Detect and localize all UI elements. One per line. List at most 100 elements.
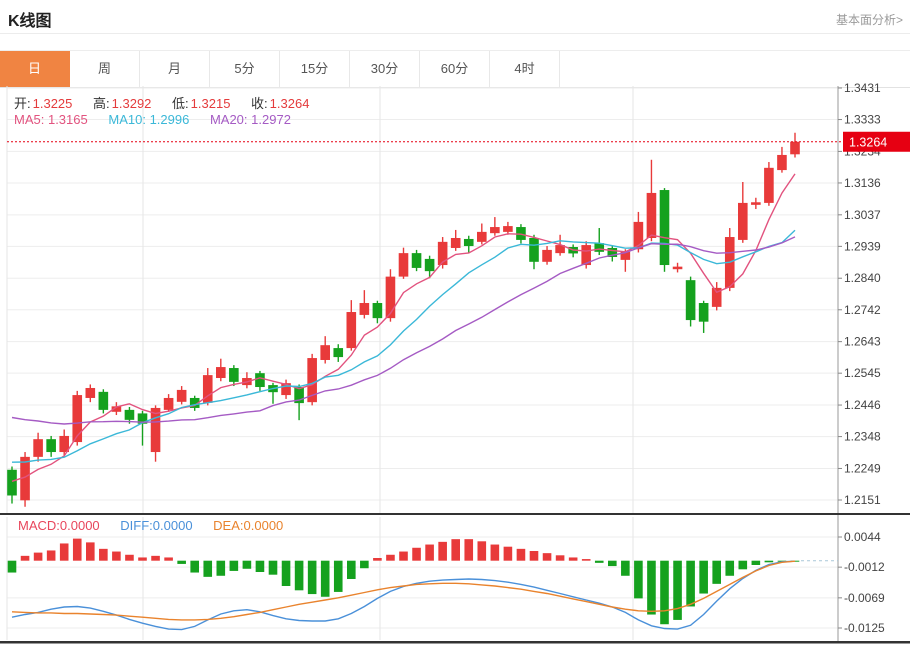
macd-bar (203, 560, 213, 577)
candle (659, 190, 670, 266)
tab-4hour[interactable]: 4时 (490, 51, 560, 87)
ma5-line (11, 173, 796, 482)
macd-bar (86, 542, 95, 561)
candle (59, 435, 69, 453)
candle (398, 253, 409, 277)
dea-value: DEA:0.0000 (213, 518, 284, 533)
macd-bar (412, 547, 421, 561)
candle (411, 253, 422, 268)
macd-bar (477, 541, 487, 561)
macd-bar (46, 550, 56, 561)
axis-label: 1.2545 (844, 366, 881, 380)
tab-month[interactable]: 月 (140, 51, 210, 87)
candle (620, 251, 631, 260)
macd-bar (529, 551, 539, 561)
candle (307, 358, 317, 403)
panel-separator (0, 641, 910, 644)
macd-bar (634, 560, 643, 599)
ma5-value: MA5: 1.3165 (14, 112, 88, 127)
macd-bar (307, 560, 317, 595)
candle (372, 303, 383, 319)
tab-30min[interactable]: 30分 (350, 51, 420, 87)
macd-bar (621, 560, 630, 576)
tab-60min[interactable]: 60分 (420, 51, 490, 87)
high-value: 高: 1.3292 (93, 96, 152, 111)
macd-bar (360, 560, 369, 569)
tab-15min[interactable]: 15分 (280, 51, 350, 87)
macd-bar (608, 560, 617, 567)
macd-bar (451, 539, 460, 561)
macd-bar (33, 552, 43, 561)
macd-bar (229, 560, 239, 571)
candle (738, 202, 748, 240)
macd-bar (425, 544, 434, 561)
candle (72, 395, 83, 443)
macd-bar (399, 551, 408, 561)
candle (124, 409, 135, 420)
page-title: K线图 (8, 13, 52, 30)
macd-bar (112, 551, 121, 561)
candle (98, 391, 109, 410)
macd-bar (151, 555, 160, 561)
candle (176, 389, 187, 402)
macd-bar (751, 560, 761, 565)
macd-bar (660, 560, 669, 625)
axis-label: 1.2643 (844, 335, 881, 349)
candle (229, 368, 239, 382)
candle (346, 312, 357, 349)
macd-bar (490, 544, 500, 561)
axis-label: -0.0069 (844, 591, 885, 605)
candle (20, 456, 30, 501)
tab-5min[interactable]: 5分 (210, 51, 280, 87)
macd-bar (320, 560, 330, 597)
candle (33, 439, 43, 457)
candle (320, 345, 330, 360)
macd-bar (555, 555, 565, 561)
candle (163, 397, 174, 410)
axis-label: 1.3333 (844, 113, 881, 127)
timeframe-tabs: 日 周 月 5分 15分 30分 60分 4时 (0, 50, 910, 88)
macd-bar (333, 560, 343, 592)
candle (255, 373, 265, 388)
macd-bar (647, 560, 656, 615)
macd-value: MACD:0.0000 (18, 518, 100, 533)
ma20-value: MA20: 1.2972 (209, 112, 291, 127)
candle (529, 237, 539, 262)
candle (685, 280, 696, 321)
macd-bar (281, 560, 291, 586)
candle (711, 287, 722, 307)
ma20-line (11, 236, 796, 425)
tab-week[interactable]: 周 (70, 51, 140, 87)
candle (790, 141, 800, 155)
candle (463, 238, 474, 247)
macd-bar (673, 560, 682, 620)
candle (359, 303, 370, 315)
candle (751, 202, 761, 205)
macd-bar (568, 557, 578, 561)
macd-bar (347, 560, 356, 579)
open-value: 开: 1.3225 (14, 96, 73, 111)
fundamental-analysis-link[interactable]: 基本面分析> (835, 13, 903, 27)
candle (85, 387, 96, 398)
macd-bar (59, 543, 69, 561)
macd-bar (594, 560, 604, 563)
candle (7, 469, 17, 496)
candle (633, 221, 644, 250)
macd-bar (7, 560, 17, 573)
macd-bar (294, 560, 304, 591)
tab-day[interactable]: 日 (0, 51, 70, 87)
candle (137, 413, 148, 424)
candle (594, 243, 605, 252)
macd-bar (177, 560, 186, 564)
axis-label: 0.0044 (844, 530, 881, 544)
candle (764, 167, 774, 203)
candle (333, 348, 344, 358)
close-value: 收: 1.3264 (251, 96, 310, 111)
candle (189, 397, 200, 408)
candle (111, 406, 122, 412)
axis-label: 1.3431 (844, 81, 881, 95)
candle (294, 387, 304, 404)
macd-bar (764, 560, 774, 563)
macd-bar (242, 560, 252, 569)
